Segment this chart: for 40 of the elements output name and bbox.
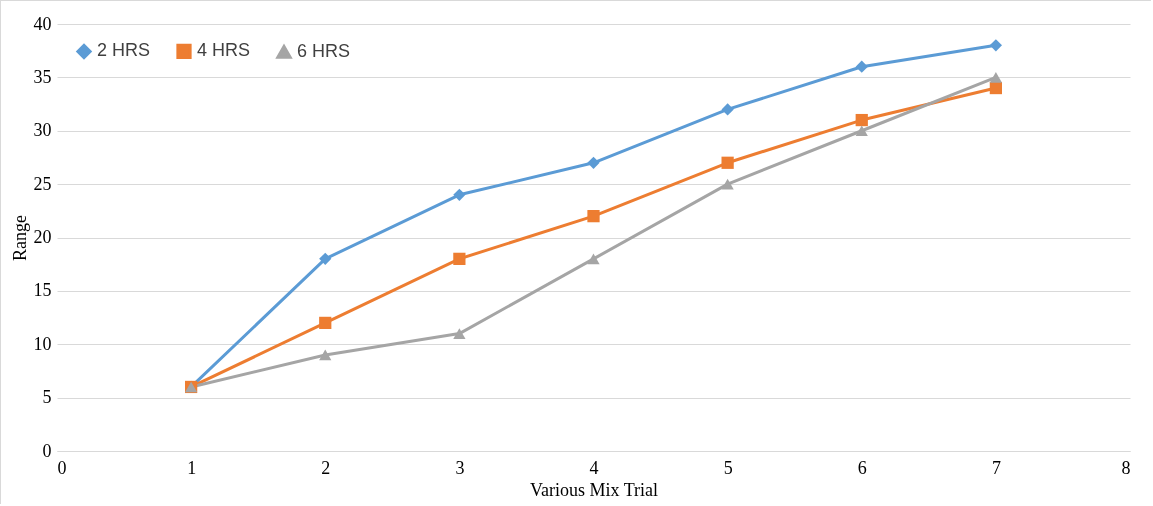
point [989,39,1002,52]
point [855,125,868,137]
y-tick-label: 40 [33,13,52,34]
point [855,60,868,73]
x-tick-label: 7 [991,457,1001,478]
point [721,156,734,169]
point [989,72,1002,83]
legend-label: 4 HRS [197,40,251,61]
x-tick-label: 3 [455,457,465,478]
y-tick-label: 5 [42,387,52,408]
y-tick-label: 25 [33,173,52,194]
y-tick-label: 30 [33,120,52,141]
point [721,178,734,190]
point [587,156,600,169]
y-axis-title: Range [9,215,30,261]
legend-label: 6 HRS [297,40,351,61]
y-tick-label: 0 [42,440,52,461]
point [319,252,332,265]
x-tick-label: 0 [57,457,67,478]
y-tick-label: 15 [33,280,52,301]
point [319,316,332,330]
x-tick-label: 8 [1121,457,1131,478]
point [587,210,600,223]
point [453,252,466,265]
y-tick-label: 10 [33,333,52,354]
legend-label: 2 HRS [97,40,151,61]
x-tick-label: 2 [321,457,331,478]
point [453,188,466,201]
point [721,103,734,116]
x-axis-title: Various Mix Trial [529,479,659,500]
y-tick-label: 20 [33,227,52,247]
x-tick-label: 5 [723,457,733,478]
point [587,253,600,265]
x-tick-label: 4 [589,457,599,478]
point [855,113,868,127]
y-tick-label: 35 [33,66,52,87]
point [319,349,332,361]
point [453,328,466,339]
x-tick-label: 1 [187,457,197,478]
x-tick-label: 6 [857,457,867,478]
